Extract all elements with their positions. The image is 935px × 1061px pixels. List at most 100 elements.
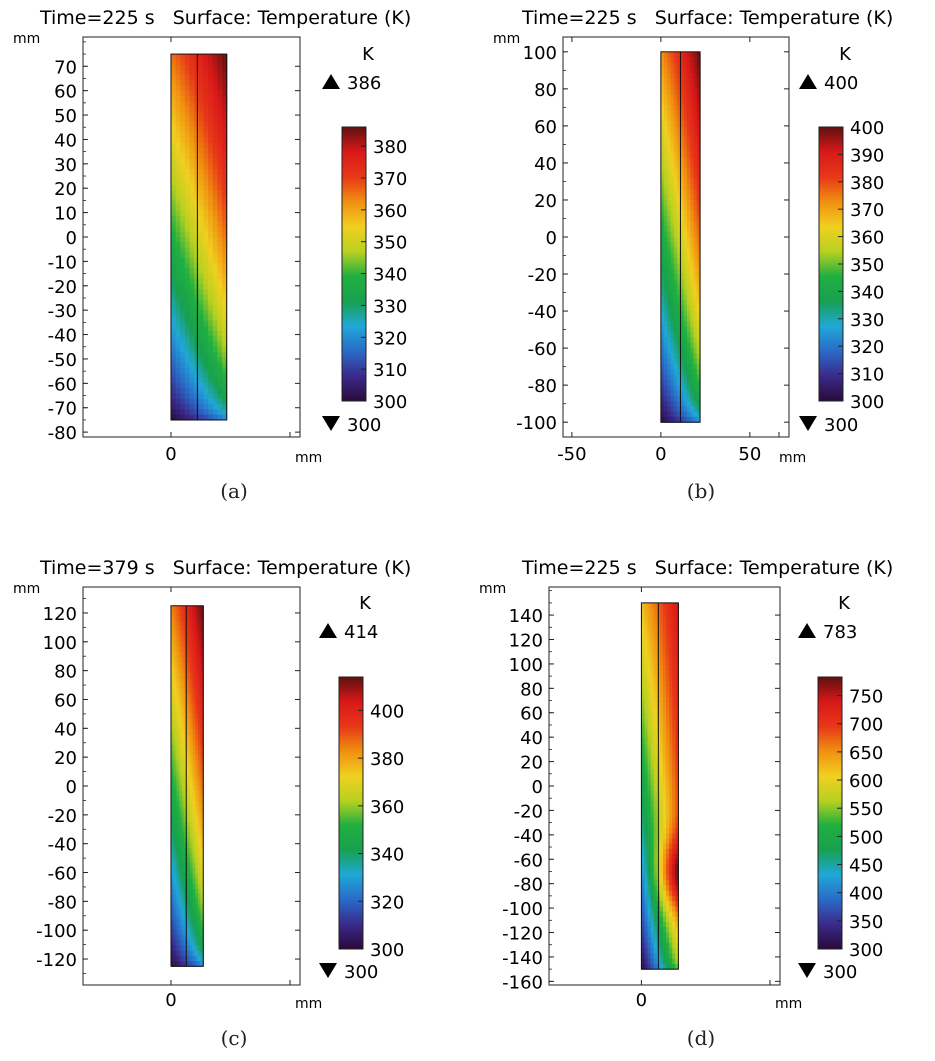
field-cell [176, 616, 180, 622]
field-cell [170, 226, 177, 233]
field-cell [650, 644, 655, 651]
field-cell [686, 316, 691, 323]
field-cell [198, 414, 205, 421]
field-cell [187, 786, 191, 792]
field-cell [664, 358, 668, 365]
field-cell [670, 237, 675, 243]
field-cell [650, 629, 655, 635]
field-cell [200, 894, 204, 900]
panel-caption: (d) [687, 1026, 715, 1050]
field-cell [666, 629, 670, 635]
field-cell [662, 838, 667, 845]
field-cell [173, 657, 177, 663]
field-cell [670, 369, 675, 376]
field-cell [641, 744, 646, 750]
field-cell [680, 205, 685, 212]
field-cell [673, 162, 678, 169]
field-cell [176, 955, 180, 962]
field-cell [664, 316, 668, 323]
field-cell [212, 137, 218, 144]
field-cell [170, 148, 177, 154]
field-cell [641, 827, 646, 834]
chart-svg-b: Time=225 s Surface: Temperature (K)mm100… [493, 7, 893, 503]
field-cell [696, 152, 701, 159]
field-cell [666, 812, 670, 818]
field-cell [672, 749, 676, 756]
field-cell [683, 194, 688, 201]
field-cell [176, 873, 180, 880]
field-cell [672, 759, 676, 766]
field-cell [662, 639, 667, 646]
field-cell [673, 305, 678, 312]
y-tick-label: -60 [48, 864, 77, 885]
field-cell [212, 336, 218, 343]
field-cell [192, 832, 196, 839]
field-cell [195, 672, 199, 679]
field-cell [662, 948, 667, 955]
field-cell [675, 833, 679, 839]
field-cell [696, 374, 701, 381]
field-cell [181, 894, 186, 900]
y-tick-label: -80 [528, 376, 557, 397]
field-cell [189, 873, 194, 880]
field-cell [197, 729, 202, 736]
field-cell [653, 791, 658, 798]
field-cell [693, 300, 698, 307]
field-cell [669, 786, 673, 792]
field-cell [653, 676, 658, 682]
field-cell [669, 775, 673, 782]
temperature-field [660, 51, 701, 423]
field-cell [208, 158, 214, 165]
field-cell [222, 336, 228, 343]
field-cell [683, 221, 688, 228]
field-cell [696, 78, 701, 85]
field-cell [200, 811, 204, 818]
field-cell [672, 953, 676, 960]
field-cell [683, 358, 688, 365]
field-cell [644, 728, 649, 735]
field-cell [170, 636, 175, 643]
field-cell [664, 332, 668, 339]
field-cell [667, 242, 672, 249]
y-tick-label: -70 [48, 399, 77, 420]
field-cell [690, 274, 695, 280]
field-cell [660, 210, 665, 217]
field-cell [690, 252, 695, 259]
field-cell [650, 958, 655, 965]
field-cell [189, 837, 194, 844]
field-cell [647, 707, 652, 714]
field-cell [180, 409, 186, 416]
field-cell [200, 801, 204, 808]
field-cell [180, 383, 186, 390]
y-tick-label: 50 [54, 106, 77, 127]
field-cell [669, 942, 673, 949]
field-cell [179, 626, 183, 633]
field-cell [222, 59, 228, 66]
field-cell [672, 796, 676, 803]
field-cell [197, 744, 202, 751]
field-cell [187, 713, 191, 720]
x-tick-label: -50 [557, 444, 586, 465]
field-cell [200, 729, 204, 736]
field-cell [217, 383, 223, 390]
field-cell [693, 295, 698, 302]
field-cell [641, 780, 646, 787]
field-cell [194, 216, 200, 222]
field-cell [175, 137, 181, 144]
field-cell [194, 64, 200, 71]
field-cell [212, 341, 218, 348]
field-cell [184, 200, 191, 207]
field-cell [693, 136, 698, 143]
field-cell [672, 670, 676, 677]
field-cell [212, 101, 218, 107]
field-cell [189, 383, 195, 390]
field-cell [175, 399, 181, 405]
field-cell [664, 326, 668, 333]
field-cell [647, 791, 652, 798]
field-cell [680, 120, 685, 127]
field-cell [222, 200, 228, 207]
field-cell [175, 393, 181, 400]
field-cell [187, 883, 191, 890]
field-cell [170, 315, 177, 322]
field-cell [212, 54, 218, 60]
